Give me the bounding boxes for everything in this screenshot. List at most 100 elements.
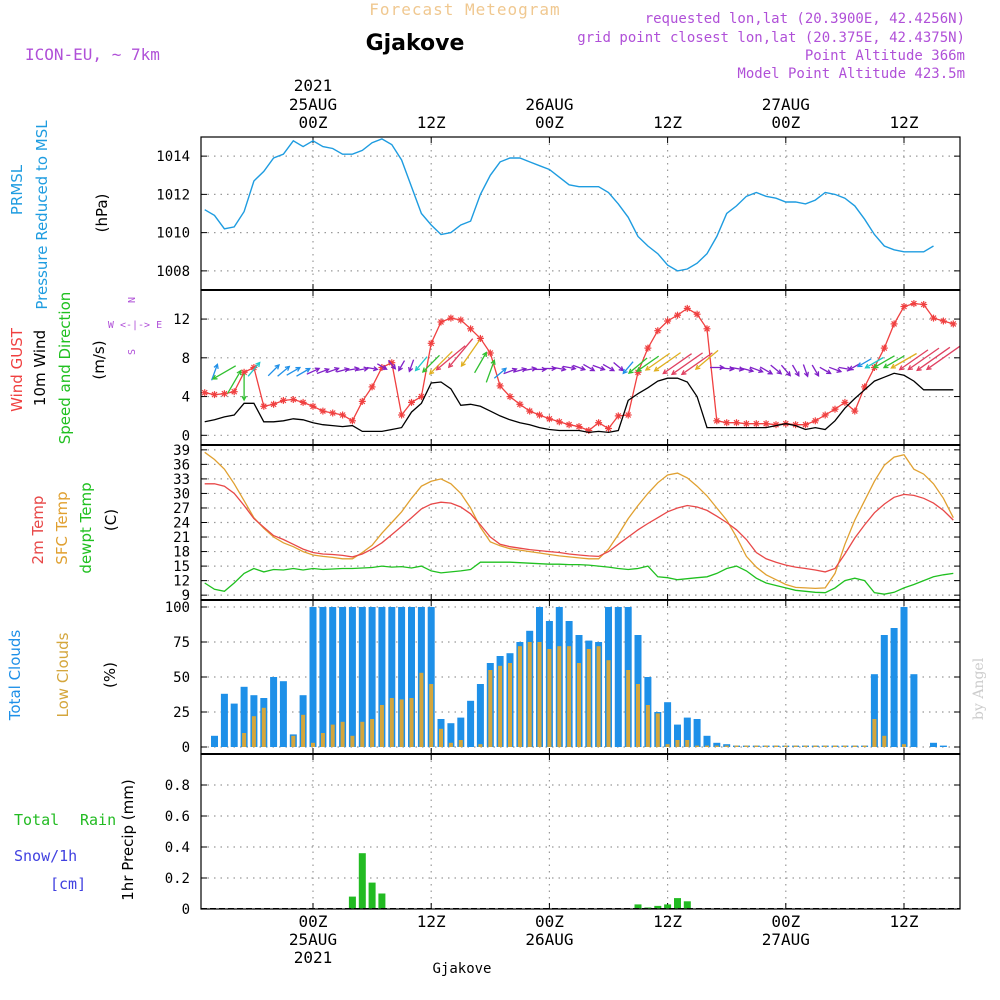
y-tick-label: 0.6	[165, 809, 190, 825]
ms-unit-label: (m/s)	[90, 340, 108, 379]
wind-direction-arrow	[552, 366, 567, 372]
gust-marker-stroke	[713, 417, 720, 424]
gust-marker-stroke	[556, 418, 563, 425]
gust-marker-stroke	[408, 399, 415, 406]
wind-direction-arrow	[421, 354, 440, 373]
gust-marker-stroke	[822, 412, 829, 418]
low-cloud-bar	[537, 642, 542, 747]
arrow-shaft	[729, 366, 744, 371]
low-cloud-bar	[803, 745, 808, 747]
wind-gust-marker	[802, 421, 809, 429]
wind-direction-arrow	[819, 366, 832, 375]
wind-gust-marker	[545, 415, 553, 423]
rain-label: Rain	[80, 811, 116, 829]
wind-gust-marker	[427, 339, 435, 347]
wind-gust-marker	[220, 390, 228, 398]
arrow-shaft	[306, 367, 320, 375]
total-cloud-bar	[279, 681, 287, 747]
arrow-head	[872, 363, 879, 369]
arrow-shaft	[460, 339, 481, 367]
gust-marker-stroke	[310, 403, 316, 410]
wind-direction-arrow	[210, 363, 219, 381]
wind-direction-arrow	[864, 356, 884, 369]
bottom-time-label: 12Z	[653, 912, 682, 931]
rain-bar	[378, 893, 386, 909]
wind-direction-arrow	[882, 355, 905, 369]
low-cloud-bar	[419, 672, 424, 747]
arrow-shaft	[811, 364, 820, 377]
wind-gust-marker	[890, 320, 898, 328]
arrow-head	[803, 371, 809, 378]
low-cloud-bar	[547, 649, 552, 747]
wind-gust-marker	[614, 412, 622, 420]
gust-marker-stroke	[644, 345, 651, 352]
arrow-head	[414, 365, 421, 372]
pressure-msl-label: Pressure Reduced to MSL	[33, 120, 51, 310]
total-cloud-bar	[427, 607, 435, 747]
gust-marker-stroke	[359, 398, 366, 405]
y-tick-label: 0	[182, 428, 190, 444]
wind-gust-marker	[339, 411, 347, 419]
arrow-head	[447, 362, 454, 369]
low-cloud-bar	[852, 745, 857, 747]
arrow-head	[609, 366, 616, 372]
arrow-head	[354, 366, 360, 372]
gust-marker-stroke	[930, 315, 937, 322]
gust-marker-stroke	[388, 359, 395, 366]
arrow-shaft	[695, 349, 719, 370]
arrow-shaft	[583, 363, 595, 372]
gust-marker-stroke	[733, 419, 740, 426]
wind-direction-arrow	[485, 359, 496, 383]
wind-direction-arrow	[890, 352, 917, 369]
low-cloud-bar	[261, 707, 266, 747]
arrow-shaft	[552, 366, 566, 371]
low-cloud-bar	[458, 740, 463, 747]
wind-direction-arrow	[635, 355, 660, 372]
total-cloud-bar	[713, 742, 721, 747]
low-cloud-bar	[734, 745, 739, 747]
low-cloud-bar	[714, 745, 719, 747]
arrow-head	[390, 364, 397, 370]
wind-direction-arrow	[811, 364, 820, 377]
wind-gust-marker	[841, 398, 849, 406]
arrow-shaft	[326, 367, 339, 374]
y-tick-label: 0.8	[165, 778, 190, 794]
top-time-label: 00Z	[299, 113, 328, 132]
arrow-head	[274, 364, 280, 370]
gust-marker-stroke	[654, 327, 661, 334]
gust-marker-stroke	[428, 340, 435, 347]
wind-gust-label: Wind GUST	[8, 327, 26, 412]
wind-gust-marker	[230, 388, 238, 396]
arrow-shaft	[602, 363, 615, 372]
wind-direction-arrow	[770, 364, 783, 375]
low-cloud-bar	[783, 745, 788, 747]
compass-north: N	[127, 297, 138, 303]
top-time-label: 12Z	[417, 113, 446, 132]
wind-gust-marker	[447, 314, 455, 322]
gust-marker-stroke	[910, 300, 917, 307]
y-tick-label: 50	[173, 670, 190, 686]
wind-direction-arrow	[644, 352, 670, 371]
arrow-shaft	[387, 359, 396, 370]
gust-marker-stroke	[950, 320, 957, 327]
prmsl-label: PRMSL	[8, 164, 26, 215]
arrow-head	[382, 365, 388, 370]
wind-gust-marker	[348, 417, 356, 425]
bottom-time-label: 00Z	[535, 912, 564, 931]
gust-marker-stroke	[369, 383, 376, 390]
y-tick-label: 0.2	[165, 871, 190, 887]
total-cloud-bar	[930, 742, 937, 747]
arrow-shaft	[296, 367, 311, 377]
bottom-time-label: 12Z	[890, 912, 919, 931]
gust-marker-stroke	[516, 401, 523, 408]
low-cloud-bar	[379, 705, 384, 747]
arrow-head	[836, 367, 843, 373]
wind-direction-arrow	[356, 366, 370, 372]
arrow-shaft	[366, 366, 378, 371]
wind-gust-marker	[880, 344, 888, 352]
bottom-time-label: 26AUG	[525, 930, 573, 949]
wind-gust-marker	[762, 420, 770, 428]
gust-marker-stroke	[457, 317, 464, 323]
arrow-head	[305, 367, 311, 373]
